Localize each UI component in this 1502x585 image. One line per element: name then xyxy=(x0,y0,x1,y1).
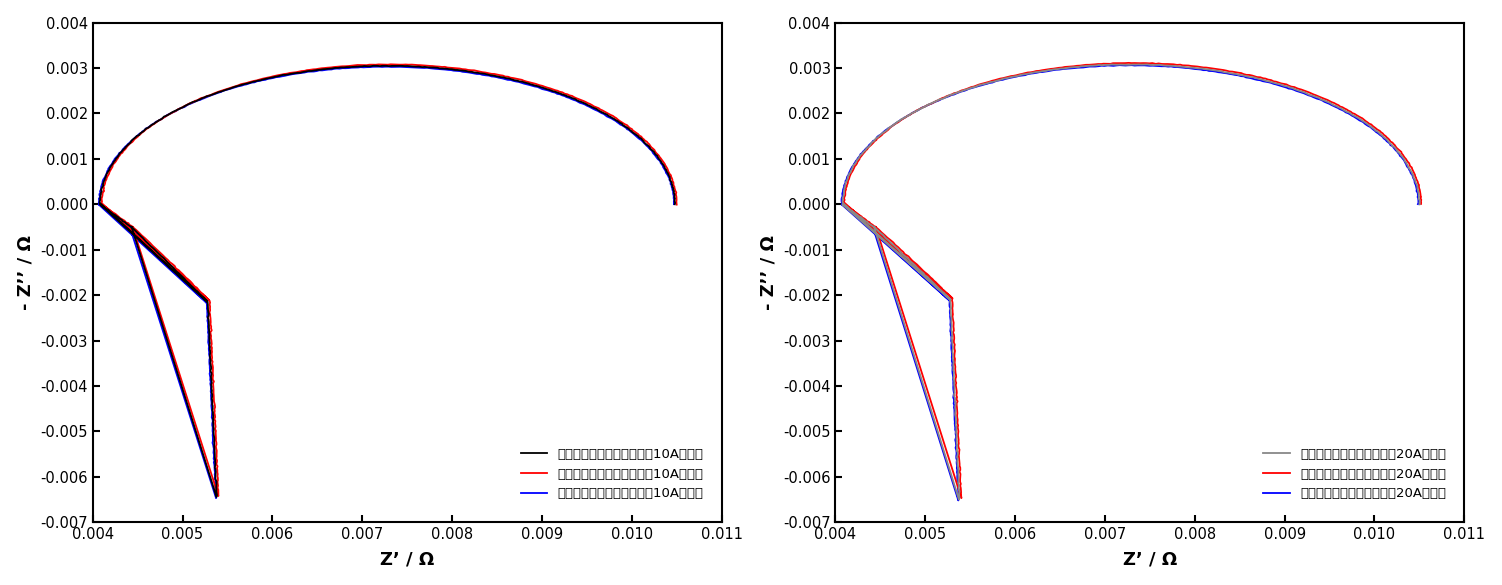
直流电源并联电化学工作站20A第三次 xyxy=(867,135,885,142)
直流电源并联电化学工作站10A第三次 xyxy=(457,68,475,75)
直流电源并联电化学工作站20A第三次 xyxy=(1350,117,1368,124)
直流电源并联电化学工作站10A第二次 xyxy=(460,67,478,74)
直流电源并联电化学工作站10A第一次 xyxy=(365,62,383,69)
直流电源并联电化学工作站10A第一次 xyxy=(457,67,475,74)
直流电源并联电化学工作站20A第三次 xyxy=(1409,201,1427,208)
直流电源并联电化学工作站10A第三次 xyxy=(665,201,683,208)
直流电源并联电化学工作站20A第三次 xyxy=(1379,139,1397,146)
直流电源并联电化学工作站10A第二次 xyxy=(209,457,227,464)
直流电源并联电化学工作站20A第一次 xyxy=(1202,66,1220,73)
直流电源并联电化学工作站20A第三次 xyxy=(948,460,966,467)
Y-axis label: - Z’’ / Ω: - Z’’ / Ω xyxy=(17,235,35,310)
直流电源并联电化学工作站20A第三次 xyxy=(949,497,967,504)
Line: 直流电源并联电化学工作站20A第三次: 直流电源并联电化学工作站20A第三次 xyxy=(841,65,1418,500)
直流电源并联电化学工作站20A第一次 xyxy=(949,460,967,467)
直流电源并联电化学工作站10A第一次 xyxy=(607,116,625,123)
Line: 直流电源并联电化学工作站10A第一次: 直流电源并联电化学工作站10A第一次 xyxy=(99,66,674,497)
直流电源并联电化学工作站10A第三次 xyxy=(122,223,140,230)
直流电源并联电化学工作站20A第三次 xyxy=(864,223,882,230)
Line: 直流电源并联电化学工作站20A第一次: 直流电源并联电化学工作站20A第一次 xyxy=(843,64,1419,500)
Line: 直流电源并联电化学工作站10A第三次: 直流电源并联电化学工作站10A第三次 xyxy=(99,67,674,498)
直流电源并联电化学工作站10A第二次 xyxy=(533,82,551,90)
直流电源并联电化学工作站10A第三次 xyxy=(635,139,653,146)
直流电源并联电化学工作站10A第三次 xyxy=(530,84,548,91)
直流电源并联电化学工作站10A第二次 xyxy=(382,61,400,68)
直流电源并联电化学工作站20A第二次 xyxy=(1277,81,1295,88)
X-axis label: Z’ / Ω: Z’ / Ω xyxy=(380,550,434,569)
直流电源并联电化学工作站10A第一次 xyxy=(665,201,683,208)
直流电源并联电化学工作站10A第二次 xyxy=(638,138,656,145)
Legend: 直流电源并联电化学工作站20A第一次, 直流电源并联电化学工作站20A第二次, 直流电源并联电化学工作站20A第三次: 直流电源并联电化学工作站20A第一次, 直流电源并联电化学工作站20A第二次, … xyxy=(1259,443,1451,505)
Y-axis label: - Z’’ / Ω: - Z’’ / Ω xyxy=(760,235,778,310)
直流电源并联电化学工作站10A第三次 xyxy=(607,118,625,125)
直流电源并联电化学工作站20A第一次 xyxy=(1352,116,1370,123)
直流电源并联电化学工作站20A第三次 xyxy=(1110,61,1128,68)
X-axis label: Z’ / Ω: Z’ / Ω xyxy=(1122,550,1178,569)
直流电源并联电化学工作站20A第一次 xyxy=(868,135,886,142)
直流电源并联电化学工作站10A第三次 xyxy=(207,495,225,502)
直流电源并联电化学工作站20A第二次 xyxy=(951,458,969,465)
直流电源并联电化学工作站10A第二次 xyxy=(668,201,686,208)
直流电源并联电化学工作站10A第二次 xyxy=(125,223,143,230)
直流电源并联电化学工作站10A第三次 xyxy=(204,459,222,466)
直流电源并联电化学工作站20A第二次 xyxy=(952,494,970,501)
直流电源并联电化学工作站20A第二次 xyxy=(1412,201,1430,208)
直流电源并联电化学工作站20A第一次 xyxy=(1139,61,1157,68)
直流电源并联电化学工作站20A第三次 xyxy=(1275,83,1293,90)
直流电源并联电化学工作站10A第一次 xyxy=(123,223,141,230)
Line: 直流电源并联电化学工作站20A第二次: 直流电源并联电化学工作站20A第二次 xyxy=(844,63,1421,498)
直流电源并联电化学工作站20A第一次 xyxy=(1410,201,1428,208)
直流电源并联电化学工作站20A第一次 xyxy=(1380,139,1398,146)
直流电源并联电化学工作站10A第三次 xyxy=(125,136,143,143)
直流电源并联电化学工作站10A第一次 xyxy=(207,494,225,501)
直流电源并联电化学工作站10A第一次 xyxy=(635,139,653,146)
直流电源并联电化学工作站20A第三次 xyxy=(1200,67,1218,74)
直流电源并联电化学工作站10A第三次 xyxy=(380,63,398,70)
Legend: 直流电源并联电化学工作站10A第一次, 直流电源并联电化学工作站10A第二次, 直流电源并联电化学工作站10A第三次: 直流电源并联电化学工作站10A第一次, 直流电源并联电化学工作站10A第二次, … xyxy=(515,443,709,505)
直流电源并联电化学工作站20A第二次 xyxy=(867,223,885,230)
直流电源并联电化学工作站20A第二次 xyxy=(1203,65,1221,72)
直流电源并联电化学工作站10A第二次 xyxy=(209,493,227,500)
直流电源并联电化学工作站10A第一次 xyxy=(532,84,550,91)
直流电源并联电化学工作站10A第二次 xyxy=(608,116,626,123)
直流电源并联电化学工作站10A第一次 xyxy=(125,135,143,142)
直流电源并联电化学工作站20A第一次 xyxy=(949,496,967,503)
直流电源并联电化学工作站20A第一次 xyxy=(865,223,883,230)
直流电源并联电化学工作站20A第一次 xyxy=(1275,82,1293,90)
直流电源并联电化学工作站20A第二次 xyxy=(870,134,888,141)
Line: 直流电源并联电化学工作站10A第二次: 直流电源并联电化学工作站10A第二次 xyxy=(101,64,677,496)
直流电源并联电化学工作站20A第二次 xyxy=(1119,59,1137,66)
直流电源并联电化学工作站20A第二次 xyxy=(1353,115,1371,122)
直流电源并联电化学工作站10A第二次 xyxy=(128,135,146,142)
直流电源并联电化学工作站10A第一次 xyxy=(206,458,224,465)
直流电源并联电化学工作站20A第二次 xyxy=(1382,138,1400,145)
